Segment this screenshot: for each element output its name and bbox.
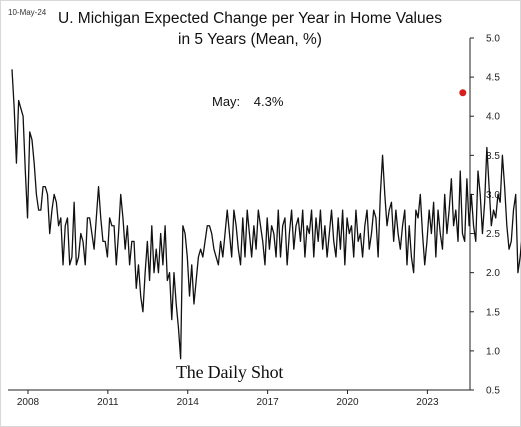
y-tick-label: 1.5	[486, 307, 500, 318]
y-tick-label: 5.0	[486, 34, 500, 45]
last-value-marker	[459, 89, 467, 97]
y-tick-label: 2.5	[486, 229, 500, 240]
y-tick-label: 0.5	[486, 386, 500, 397]
date-stamp: 10-May-24	[8, 8, 47, 17]
y-tick-label: 3.0	[486, 190, 500, 201]
series-line	[11, 69, 521, 360]
y-tick-label: 3.5	[486, 151, 500, 162]
y-tick-label: 4.0	[486, 112, 500, 123]
y-tick-label: 4.5	[486, 73, 500, 84]
x-axis-ticks: 2008 2011 2014 2017 2020 2023	[17, 390, 439, 408]
y-tick-label: 1.0	[486, 346, 500, 357]
x-tick-label: 2017	[257, 397, 280, 408]
annotation-value: 4.3%	[253, 94, 284, 109]
x-tick-label: 2023	[416, 397, 439, 408]
x-tick-label: 2011	[97, 397, 119, 408]
latest-value-annotation: May: 4.3%	[212, 94, 283, 109]
x-tick-label: 2014	[177, 397, 200, 408]
y-tick-label: 2.0	[486, 268, 500, 279]
annotation-label: May:	[212, 94, 241, 109]
chart-title-line-1: U. Michigan Expected Change per Year in …	[58, 10, 442, 27]
chart-title-line-2: in 5 Years (Mean, %)	[178, 31, 322, 48]
x-tick-label: 2020	[336, 397, 359, 408]
chart-title: U. Michigan Expected Change per Year in …	[40, 8, 460, 50]
y-axis-ticks: 0.5 1.0 1.5 2.0 2.5 3.0 3.5 4.0 4.5 5.0	[470, 34, 500, 397]
x-tick-label: 2008	[17, 397, 40, 408]
the-daily-shot-logo: The Daily Shot	[176, 362, 284, 382]
